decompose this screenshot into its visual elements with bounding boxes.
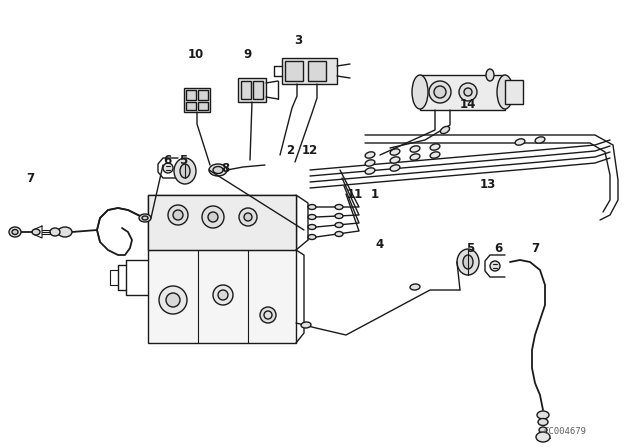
Circle shape xyxy=(208,212,218,222)
Circle shape xyxy=(429,81,451,103)
Ellipse shape xyxy=(142,216,148,220)
Text: 8: 8 xyxy=(221,161,229,175)
Ellipse shape xyxy=(32,229,40,235)
Circle shape xyxy=(213,285,233,305)
Ellipse shape xyxy=(410,284,420,290)
Text: 5: 5 xyxy=(179,154,187,167)
Circle shape xyxy=(166,293,180,307)
Ellipse shape xyxy=(536,432,550,442)
Bar xyxy=(148,195,296,343)
Ellipse shape xyxy=(209,164,227,176)
Circle shape xyxy=(459,83,477,101)
Text: 3: 3 xyxy=(294,34,302,47)
Bar xyxy=(186,90,196,100)
Text: CC004679: CC004679 xyxy=(543,427,586,436)
Circle shape xyxy=(260,307,276,323)
Ellipse shape xyxy=(9,227,21,237)
Bar xyxy=(505,80,523,104)
Ellipse shape xyxy=(538,418,548,426)
Circle shape xyxy=(168,205,188,225)
Ellipse shape xyxy=(390,165,400,171)
Bar xyxy=(282,58,337,84)
Ellipse shape xyxy=(335,204,343,210)
Ellipse shape xyxy=(440,126,449,134)
Ellipse shape xyxy=(308,215,316,220)
Bar xyxy=(241,81,251,99)
Ellipse shape xyxy=(50,228,60,236)
Text: 1: 1 xyxy=(371,189,379,202)
Ellipse shape xyxy=(213,167,223,173)
Text: 7: 7 xyxy=(26,172,34,185)
Ellipse shape xyxy=(412,75,428,109)
Circle shape xyxy=(218,290,228,300)
Circle shape xyxy=(202,206,224,228)
Text: 6: 6 xyxy=(494,241,502,254)
Ellipse shape xyxy=(535,137,545,143)
Text: 11: 11 xyxy=(347,189,363,202)
Circle shape xyxy=(173,210,183,220)
Ellipse shape xyxy=(308,204,316,210)
Text: 5: 5 xyxy=(466,241,474,254)
Ellipse shape xyxy=(486,69,494,81)
Ellipse shape xyxy=(335,214,343,219)
Ellipse shape xyxy=(430,152,440,158)
Ellipse shape xyxy=(463,255,473,269)
Ellipse shape xyxy=(515,139,525,145)
Bar xyxy=(420,75,505,110)
Circle shape xyxy=(159,286,187,314)
Ellipse shape xyxy=(174,158,196,184)
Ellipse shape xyxy=(365,152,375,158)
Ellipse shape xyxy=(308,234,316,240)
Text: 10: 10 xyxy=(188,48,204,61)
Bar xyxy=(184,88,210,112)
Circle shape xyxy=(434,86,446,98)
Text: 14: 14 xyxy=(460,99,476,112)
Bar xyxy=(238,78,266,102)
Circle shape xyxy=(490,261,500,271)
Ellipse shape xyxy=(335,232,343,237)
Ellipse shape xyxy=(139,214,151,222)
Ellipse shape xyxy=(12,229,18,234)
Ellipse shape xyxy=(390,149,400,155)
Bar xyxy=(186,102,196,110)
Ellipse shape xyxy=(457,249,479,275)
Bar xyxy=(148,195,296,250)
Circle shape xyxy=(464,88,472,96)
Circle shape xyxy=(239,208,257,226)
Text: 13: 13 xyxy=(480,178,496,191)
Ellipse shape xyxy=(430,144,440,150)
Text: 7: 7 xyxy=(531,241,539,254)
Bar xyxy=(308,61,326,81)
Text: 2: 2 xyxy=(286,143,294,156)
Ellipse shape xyxy=(365,160,375,166)
Ellipse shape xyxy=(497,75,513,109)
Bar xyxy=(253,81,263,99)
Ellipse shape xyxy=(537,411,549,419)
Bar xyxy=(198,102,208,110)
Text: 9: 9 xyxy=(244,48,252,61)
Ellipse shape xyxy=(539,427,547,433)
Text: 4: 4 xyxy=(376,238,384,251)
Ellipse shape xyxy=(335,223,343,228)
Text: 6: 6 xyxy=(163,154,171,167)
Circle shape xyxy=(244,213,252,221)
Ellipse shape xyxy=(410,146,420,152)
Ellipse shape xyxy=(180,164,190,178)
Text: 12: 12 xyxy=(302,143,318,156)
Bar xyxy=(285,61,303,81)
Ellipse shape xyxy=(58,227,72,237)
Ellipse shape xyxy=(390,157,400,163)
Ellipse shape xyxy=(308,224,316,229)
Ellipse shape xyxy=(410,154,420,160)
Ellipse shape xyxy=(365,168,375,174)
Ellipse shape xyxy=(301,322,311,328)
Circle shape xyxy=(163,163,173,173)
Bar xyxy=(198,90,208,100)
